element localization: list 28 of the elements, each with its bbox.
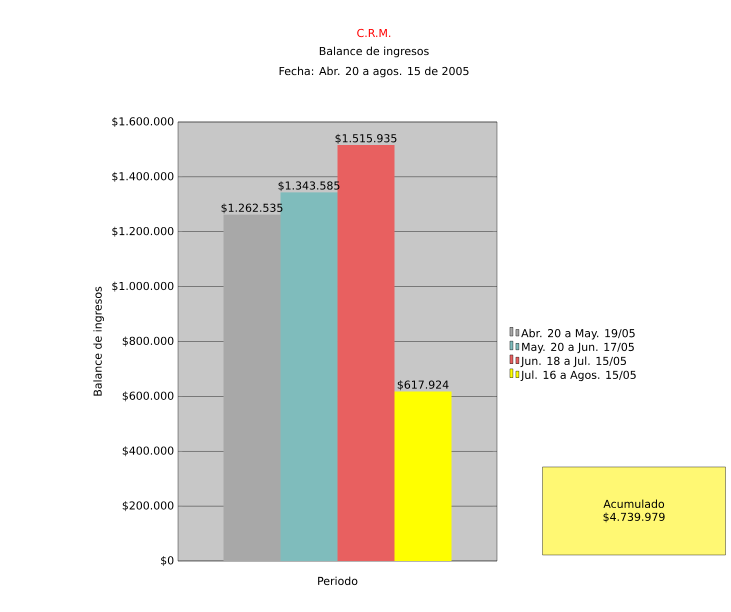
text: Acumulado [603, 500, 664, 508]
y-tick-label: $1.000.000 [112, 282, 174, 292]
data-label: $617.924 [398, 380, 449, 390]
bar [394, 391, 452, 561]
legend-label: Jul. 16 a Agos. 15/05 [520, 370, 636, 382]
data-label: $1.262.535 [222, 203, 282, 214]
data-label: $1.343.585 [278, 181, 340, 192]
legend-label: Abr. 20 a May. 19/05 [521, 328, 635, 340]
chart-subtitle: Balance de ingresos [320, 46, 429, 58]
text: Fecha: Abr. 20 a agos. 15 de 2005 [280, 66, 468, 78]
legend-label: May. 20 a Jun. 17/05 [522, 342, 634, 354]
bar [224, 214, 281, 561]
y-tick-label: $0 [161, 556, 174, 566]
chart-title: C.R.M. [357, 28, 390, 38]
text: $4.739.979 [604, 512, 665, 522]
legend-label: Jun. 18 a Jul. 15/05 [520, 356, 626, 368]
y-tick-label: $400.000 [122, 446, 174, 456]
bar [338, 145, 395, 561]
y-tick-label: $600.000 [122, 391, 174, 402]
y-tick-label: $200.000 [122, 501, 174, 512]
y-tick-label: $800.000 [122, 336, 174, 346]
y-tick-label: $1.200.000 [112, 226, 174, 237]
y-tick-label: $1.400.000 [112, 172, 174, 182]
data-label: $1.515.935 [336, 134, 396, 144]
bar [280, 192, 338, 561]
y-axis-title: Balance de ingresos [93, 286, 104, 396]
x-axis-title: Periodo [318, 576, 358, 586]
y-tick-label: $1.600.000 [112, 117, 174, 127]
